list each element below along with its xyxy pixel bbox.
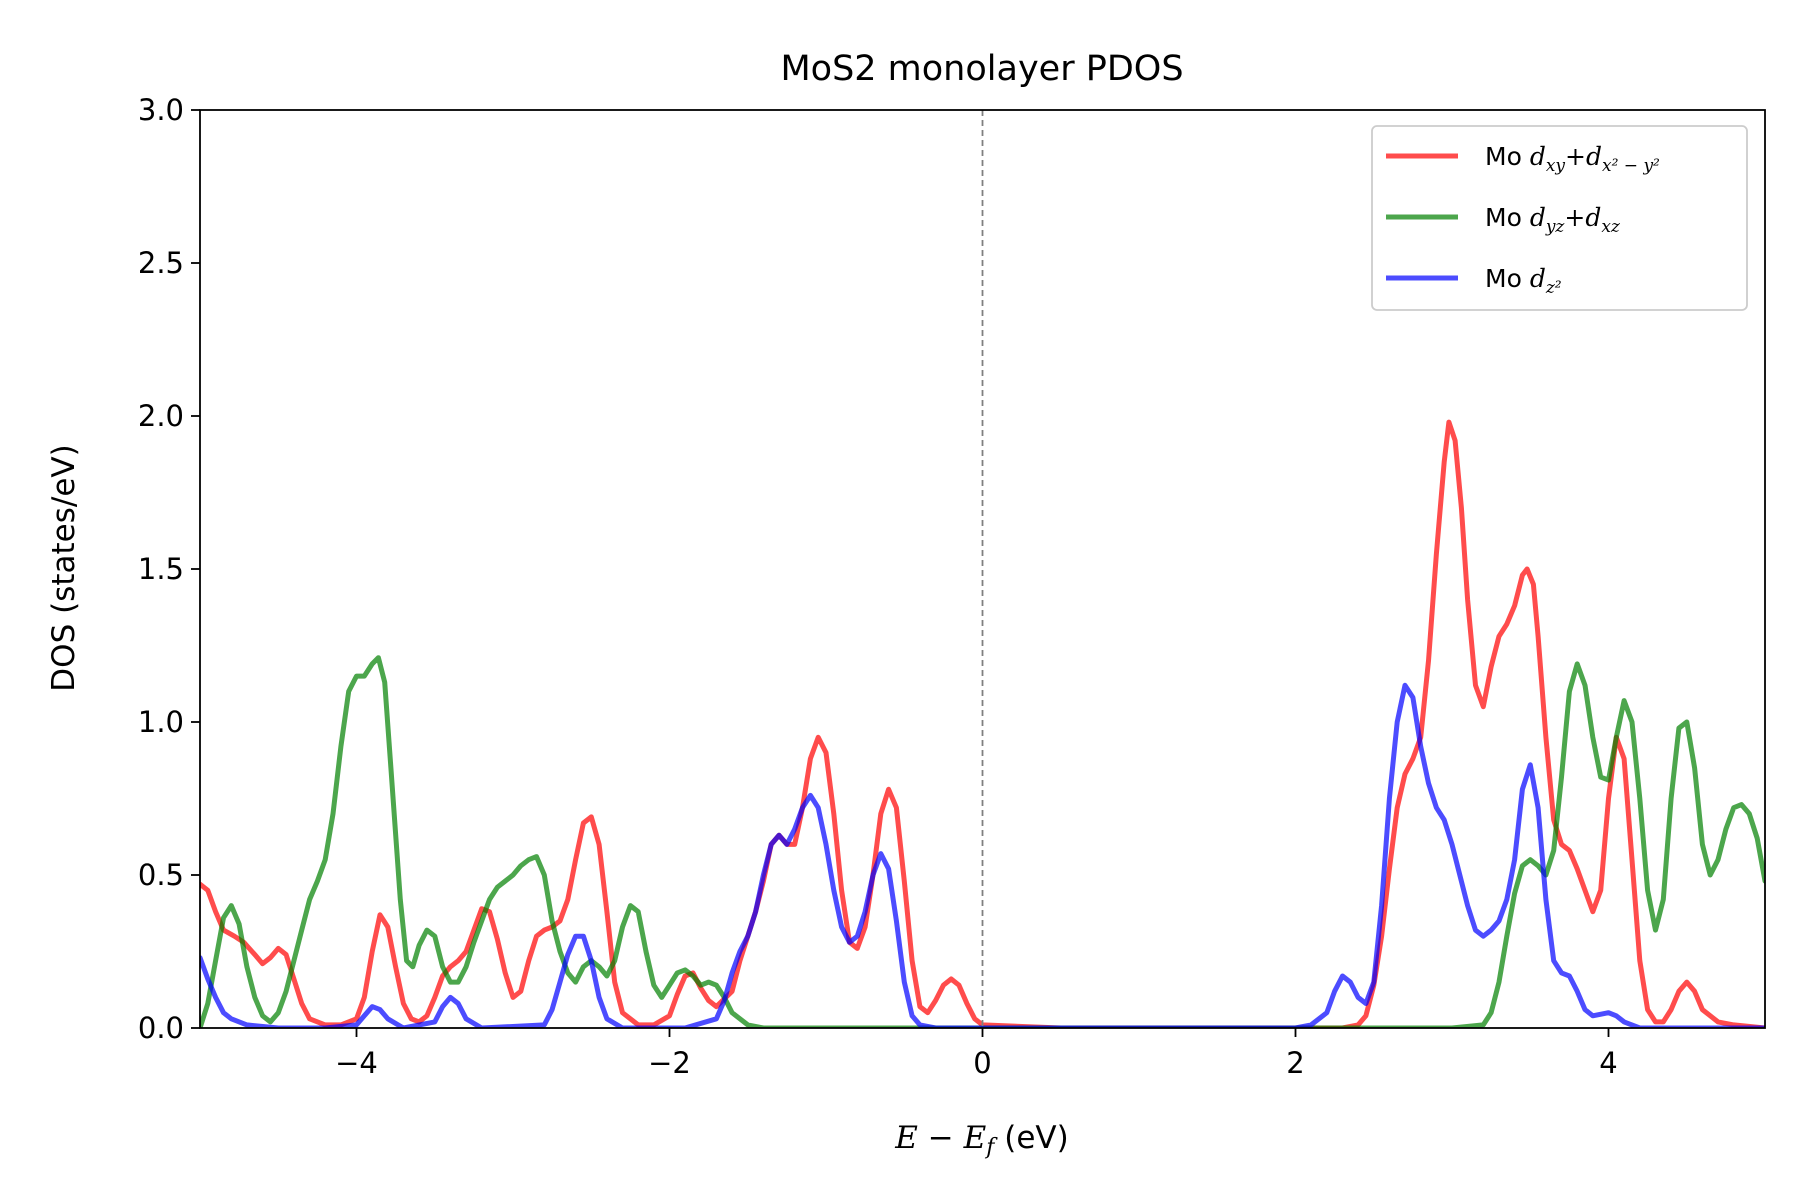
y-tick-label: 1.5 <box>138 552 184 586</box>
series-line-2 <box>200 682 1765 1028</box>
legend: Mo dxy+dx² − y² Mo dyz+dxz Mo dz² <box>1371 125 1748 311</box>
x-axis-label-unit: (eV) <box>1004 1120 1068 1156</box>
x-tick-label: 0 <box>973 1046 991 1080</box>
y-tick-label: 0.0 <box>138 1011 184 1045</box>
legend-box <box>1371 125 1748 311</box>
y-tick-label: 0.5 <box>138 858 184 892</box>
series-line-1 <box>200 655 1765 1028</box>
legend-label-2: Mo dz² <box>1485 264 1562 298</box>
chart-title: MoS2 monolayer PDOS <box>780 49 1183 89</box>
y-tick-label: 2.5 <box>138 246 184 280</box>
plot-lines <box>200 419 1765 1028</box>
x-tick-label: −2 <box>648 1046 691 1080</box>
x-tick-label: 2 <box>1286 1046 1304 1080</box>
x-axis-label-main: E − E <box>894 1120 986 1156</box>
x-axis-label: E − Ef (eV) <box>894 1120 1068 1160</box>
x-tick-label: −4 <box>335 1046 378 1080</box>
legend-label-0: Mo dxy+dx² − y² <box>1485 142 1660 176</box>
legend-label-1: Mo dyz+dxz <box>1485 203 1621 237</box>
y-axis-ticks: 0.0 0.5 1.0 1.5 2.0 2.5 3.0 <box>138 93 200 1045</box>
series-line-0 <box>200 419 1765 1028</box>
y-tick-label: 2.0 <box>138 399 184 433</box>
y-tick-label: 3.0 <box>138 93 184 127</box>
y-axis-label: DOS (states/eV) <box>46 444 82 691</box>
x-axis-ticks: −4 −2 0 2 4 <box>335 1028 1618 1080</box>
y-tick-label: 1.0 <box>138 705 184 739</box>
x-tick-label: 4 <box>1599 1046 1617 1080</box>
